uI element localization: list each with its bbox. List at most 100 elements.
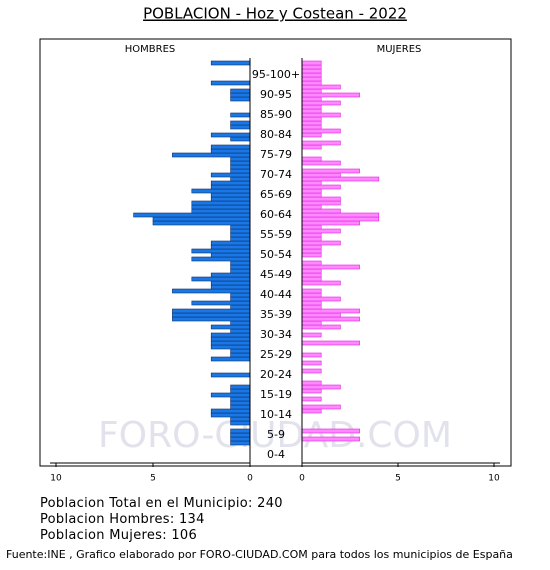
age-label: 0-4: [267, 448, 285, 461]
bar: [210, 344, 251, 350]
bar: [230, 120, 251, 126]
bar: [172, 288, 251, 294]
bar: [210, 356, 251, 362]
stat-line: Poblacion Hombres: 134: [40, 512, 283, 528]
source: Fuente:INE , Grafico elaborado por FORO-…: [6, 548, 513, 561]
bar: [301, 132, 322, 138]
bar: [210, 144, 251, 150]
age-label: 95-100+: [252, 68, 300, 81]
bar: [210, 80, 251, 86]
legend-label: HOMBRES: [125, 44, 176, 55]
age-label: 15-19: [260, 388, 292, 401]
bar: [230, 164, 251, 170]
bar: [152, 220, 251, 226]
bar: [301, 276, 322, 282]
bar: [301, 324, 341, 330]
bar: [301, 404, 341, 410]
bar: [230, 416, 251, 422]
bar: [301, 80, 322, 86]
x-tick-label: 5: [395, 474, 401, 484]
bar: [301, 112, 341, 118]
bar: [230, 236, 251, 242]
bar: [301, 236, 322, 242]
bar: [230, 328, 251, 334]
bar: [230, 296, 251, 302]
bar: [210, 240, 251, 246]
x-tick-label: 10: [488, 474, 500, 484]
bar: [301, 116, 322, 122]
bar: [230, 436, 251, 442]
age-label: 60-64: [260, 208, 292, 221]
bar: [230, 268, 251, 274]
bar: [301, 352, 322, 358]
bar: [230, 352, 251, 358]
age-label: 50-54: [260, 248, 292, 261]
bar: [301, 124, 322, 130]
bar: [301, 156, 322, 162]
bar: [230, 96, 251, 102]
bar: [301, 312, 341, 318]
bar: [301, 332, 322, 338]
bar: [301, 264, 360, 270]
bar: [301, 272, 322, 278]
bar: [172, 316, 251, 322]
bar: [301, 308, 360, 314]
bar: [210, 196, 251, 202]
bar: [230, 264, 251, 270]
bar: [230, 348, 251, 354]
bar: [301, 224, 322, 230]
bar: [301, 172, 341, 178]
bar: [210, 408, 251, 414]
bar: [301, 108, 322, 114]
age-label: 55-59: [260, 228, 292, 241]
bar: [230, 92, 251, 98]
bar: [301, 340, 360, 346]
bar: [210, 392, 251, 398]
bar: [230, 232, 251, 238]
bar: [301, 288, 322, 294]
bar: [301, 68, 322, 74]
stat-value: 240: [257, 496, 283, 511]
x-tick-label: 0: [299, 474, 305, 484]
stat-line: Poblacion Mujeres: 106: [40, 528, 283, 544]
bar: [301, 268, 322, 274]
bar: [210, 336, 251, 342]
bar: [172, 308, 251, 314]
bar: [230, 160, 251, 166]
bar: [172, 152, 251, 158]
bar: [191, 188, 251, 194]
bar: [301, 220, 360, 226]
bar: [191, 200, 251, 206]
bar: [210, 132, 251, 138]
watermark: FORO-CIUDAD.COM: [98, 415, 452, 456]
bar: [301, 92, 360, 98]
bar: [230, 112, 251, 118]
bar: [210, 184, 251, 190]
bar: [301, 160, 341, 166]
bar: [230, 400, 251, 406]
bar: [210, 332, 251, 338]
x-tick-label: 0: [247, 474, 253, 484]
bar: [301, 408, 322, 414]
bar: [301, 368, 322, 374]
bar: [301, 180, 322, 186]
bar: [301, 244, 322, 250]
bar: [210, 148, 251, 154]
bar: [230, 428, 251, 434]
bar: [301, 120, 322, 126]
bar: [210, 324, 251, 330]
stat-line: Poblacion Total en el Municipio: 240: [40, 496, 283, 512]
bar: [301, 184, 341, 190]
x-tick-label: 5: [150, 474, 156, 484]
bar: [230, 136, 251, 142]
bar: [301, 196, 341, 202]
bar: [301, 192, 322, 198]
bar: [301, 300, 322, 306]
bar: [301, 176, 380, 182]
bar: [230, 420, 251, 426]
age-label: 65-69: [260, 188, 292, 201]
age-label: 80-84: [260, 128, 292, 141]
bar: [301, 216, 380, 222]
bar: [301, 76, 322, 82]
bar: [301, 388, 322, 394]
